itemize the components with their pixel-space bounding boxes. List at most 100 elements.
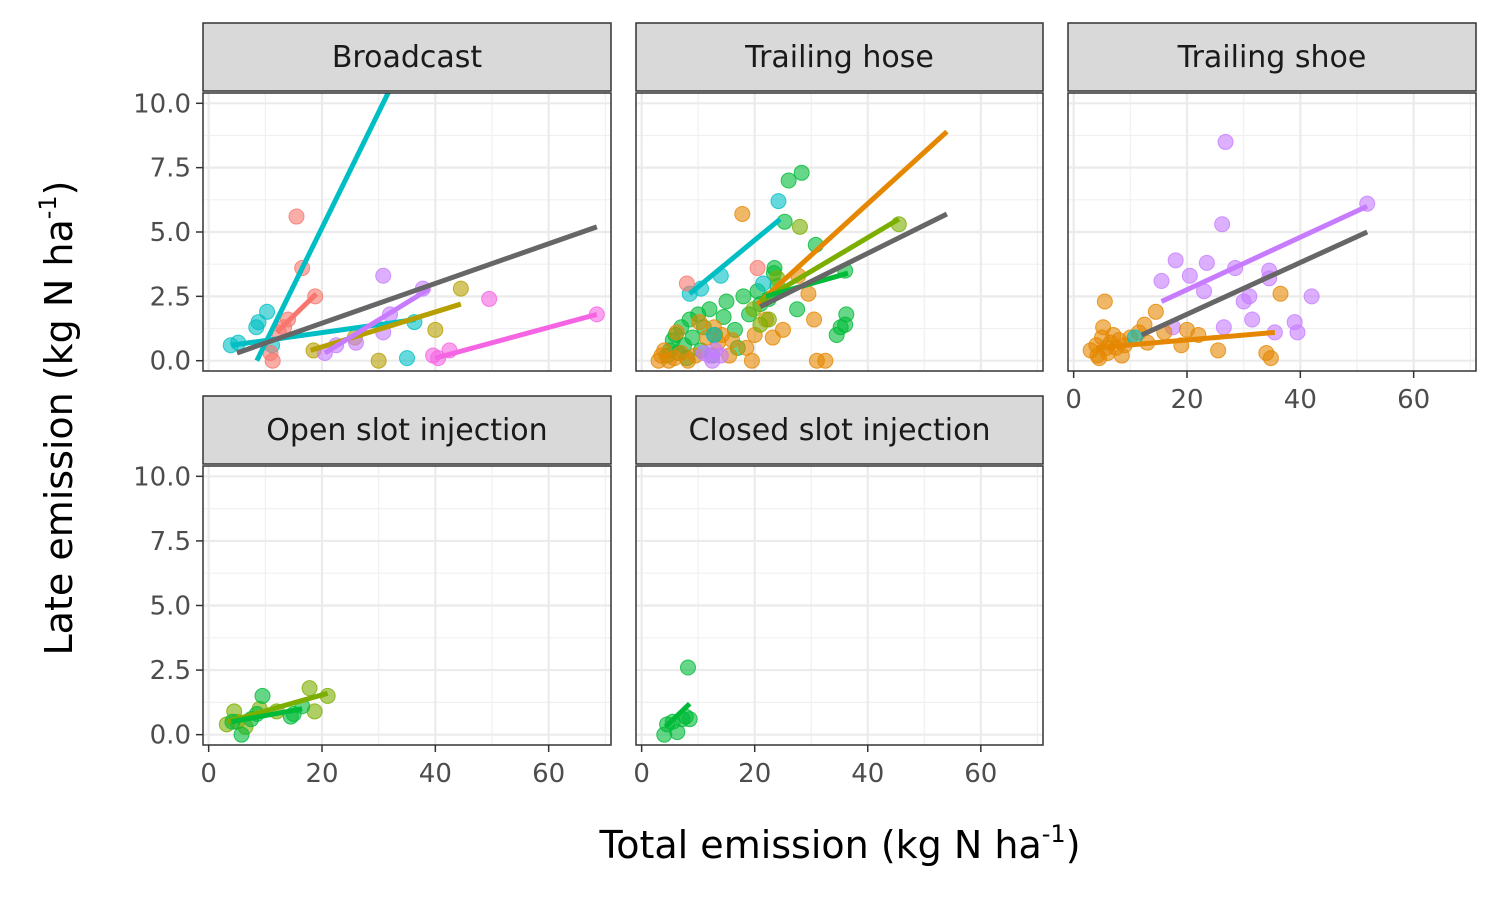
- trend-line: [755, 129, 949, 306]
- data-point: [399, 350, 415, 367]
- facet-strip: [202, 22, 612, 92]
- x-tick-label: 60: [964, 759, 997, 789]
- data-point: [1303, 288, 1320, 305]
- data-point: [1214, 216, 1231, 233]
- facet-strip: [202, 395, 612, 465]
- data-point: [734, 205, 751, 222]
- x-tick-label: 40: [419, 759, 452, 789]
- panel-border: [635, 465, 1044, 746]
- trend-line: [309, 301, 462, 353]
- data-point: [706, 326, 723, 343]
- data-point: [254, 687, 271, 704]
- lines-layer: [226, 690, 329, 725]
- data-point: [1289, 324, 1306, 341]
- data-point: [301, 680, 318, 697]
- data-point: [1272, 285, 1289, 302]
- x-tick-label: 0: [200, 759, 217, 789]
- data-point: [752, 316, 769, 333]
- x-tick-label: 40: [1284, 385, 1317, 415]
- data-point: [789, 301, 806, 318]
- facet-open-slot-injection: Open slot injection 0.0 2.5 5.0 7.5 10.0 0 20 40…: [133, 395, 612, 789]
- y-tick-label: 10.0: [133, 462, 191, 492]
- y-tick-label: 2.5: [150, 656, 191, 686]
- data-point: [743, 352, 760, 369]
- facet-broadcast: Broadcast 0.0 2.5 5.0 7.5 10.0: [133, 22, 612, 377]
- facet-strip: [635, 395, 1044, 465]
- data-point: [1167, 252, 1184, 269]
- data-point: [1215, 319, 1232, 336]
- data-point: [735, 288, 752, 305]
- x-tick-label: 20: [738, 759, 771, 789]
- trend-line: [274, 291, 319, 335]
- y-tick-label: 7.5: [150, 154, 191, 184]
- data-point: [259, 303, 276, 320]
- y-tick-label: 7.5: [150, 527, 191, 557]
- data-point: [427, 321, 444, 338]
- facet-closed-slot-injection: Closed slot injection 0 20 40 60: [633, 395, 1044, 789]
- y-axis-title: Late emission (kg N ha-1): [34, 180, 81, 655]
- data-point: [678, 275, 695, 292]
- lines-layer: [688, 129, 949, 309]
- y-tick-label: 0.0: [150, 721, 191, 751]
- data-point: [745, 301, 762, 318]
- y-tick-label: 5.0: [150, 218, 191, 248]
- data-point: [724, 332, 741, 349]
- x-tick-label: 0: [633, 759, 650, 789]
- data-point: [264, 352, 281, 369]
- data-point: [770, 193, 787, 210]
- trend-line: [688, 217, 782, 296]
- trend-line: [254, 93, 391, 362]
- panel-border: [635, 92, 1044, 372]
- trend-line: [323, 286, 431, 356]
- trend-line: [1096, 329, 1276, 351]
- facet-strip-label: Trailing hose: [744, 40, 934, 75]
- data-point: [718, 293, 735, 310]
- facet-strip: [1067, 22, 1477, 92]
- data-point: [1235, 293, 1252, 310]
- facet-strip-label: Closed slot injection: [688, 413, 990, 448]
- data-point: [1096, 293, 1113, 310]
- trend-line: [236, 224, 598, 356]
- trend-line: [1160, 203, 1369, 304]
- data-point: [680, 659, 697, 676]
- y-tick-label: 10.0: [133, 89, 191, 119]
- x-tick-label: 40: [851, 759, 884, 789]
- data-point: [1210, 342, 1227, 359]
- lines-layer: [663, 701, 692, 729]
- facet-strip-label: Open slot injection: [266, 413, 547, 448]
- trend-line: [434, 311, 598, 361]
- data-point: [1262, 350, 1279, 367]
- data-point: [1147, 303, 1164, 320]
- y-tick-label: 5.0: [150, 592, 191, 622]
- data-point: [1244, 311, 1261, 328]
- y-tick-label: 0.0: [150, 347, 191, 377]
- data-point: [1217, 133, 1234, 150]
- data-point: [681, 711, 698, 728]
- data-point: [806, 311, 823, 328]
- data-point: [817, 352, 834, 369]
- facet-trailing-shoe: Trailing shoe 0 20 40 60: [1065, 22, 1477, 415]
- data-point: [791, 218, 808, 235]
- data-point: [755, 275, 772, 292]
- x-tick-label: 0: [1065, 385, 1082, 415]
- y-tick-label: 2.5: [150, 282, 191, 312]
- trend-line: [663, 701, 692, 729]
- x-axis-title: Total emission (kg N ha-1): [598, 820, 1080, 867]
- data-point: [691, 314, 708, 331]
- data-point: [370, 352, 387, 369]
- data-point: [1198, 254, 1215, 271]
- facet-trailing-hose: Trailing hose: [635, 22, 1044, 372]
- data-point: [715, 308, 732, 325]
- trend-line: [759, 211, 949, 309]
- trend-line: [230, 317, 416, 348]
- data-point: [248, 319, 265, 336]
- x-tick-label: 60: [1397, 385, 1430, 415]
- data-point: [668, 324, 685, 341]
- data-point: [288, 208, 305, 225]
- data-point: [481, 290, 498, 307]
- lines-layer: [230, 93, 598, 362]
- x-tick-label: 60: [532, 759, 565, 789]
- data-point: [233, 726, 250, 743]
- trend-line: [759, 216, 901, 304]
